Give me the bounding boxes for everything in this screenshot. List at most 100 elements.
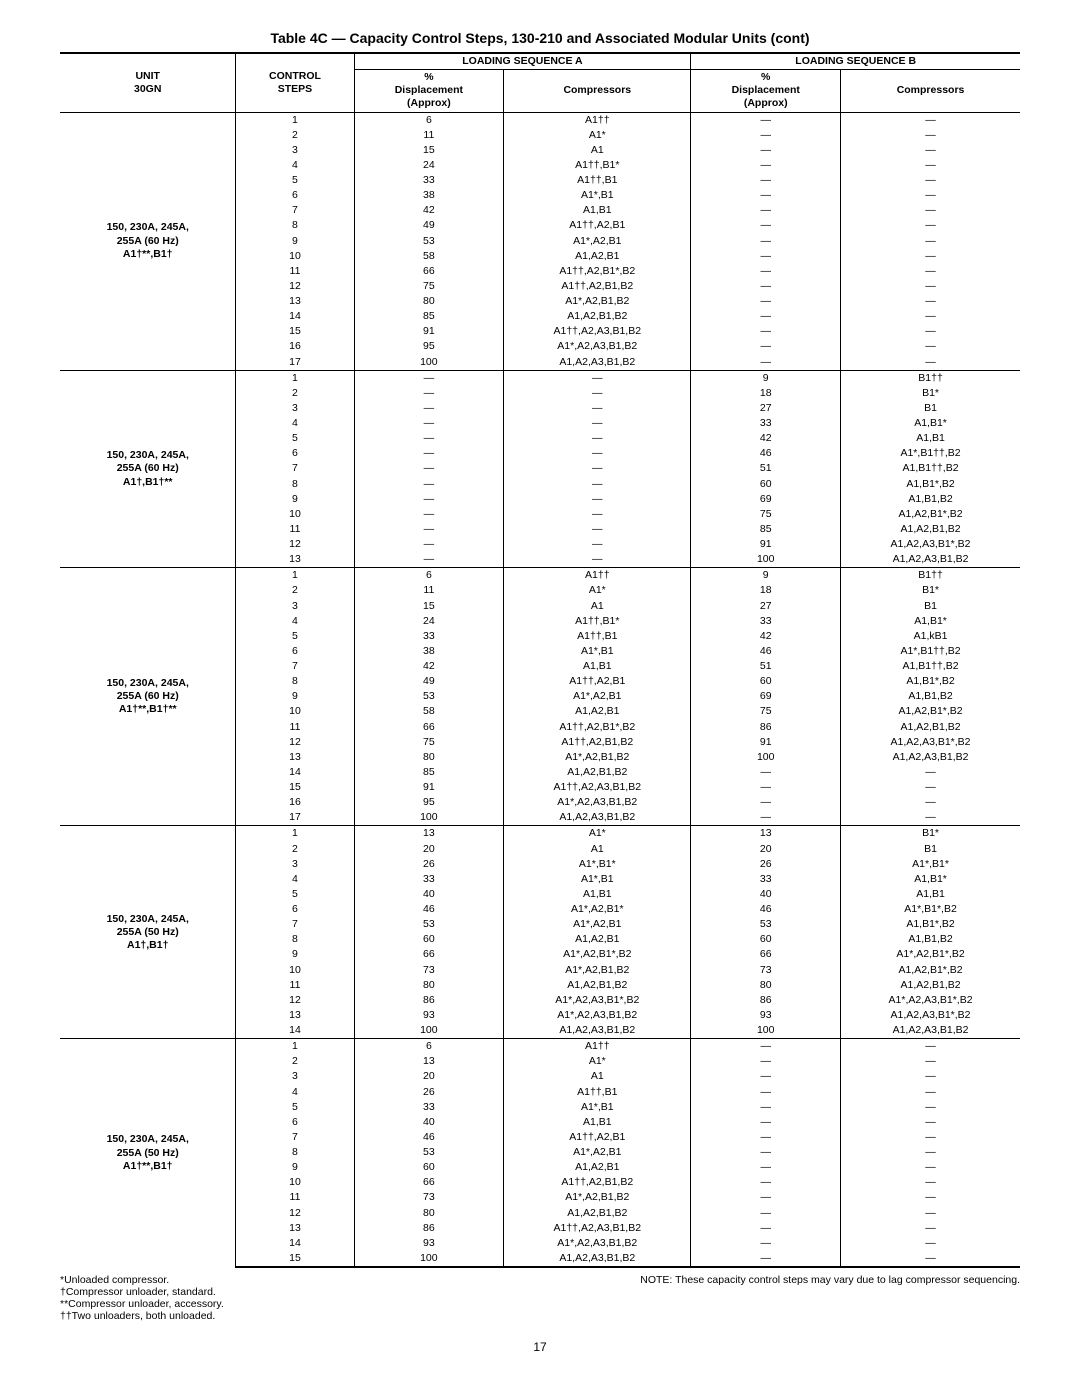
- compA: A1††,A2,B1*,B2: [504, 720, 691, 735]
- ctrl: 5: [236, 1100, 354, 1115]
- ctrl: 10: [236, 704, 354, 719]
- dispA: 95: [354, 795, 504, 810]
- ctrl: 14: [236, 309, 354, 324]
- compA: A1††: [504, 1039, 691, 1055]
- compB: —: [841, 112, 1020, 128]
- dispB: 27: [691, 599, 841, 614]
- dispA: —: [354, 401, 504, 416]
- compB: —: [841, 1160, 1020, 1175]
- compA: —: [504, 537, 691, 552]
- hdr-disp-a: %Displacement(Approx): [354, 70, 504, 112]
- compB: —: [841, 173, 1020, 188]
- dispA: 93: [354, 1008, 504, 1023]
- hdr-comp-a: Compressors: [504, 70, 691, 112]
- ctrl: 5: [236, 629, 354, 644]
- compA: A1*,A2,A3,B1*,B2: [504, 993, 691, 1008]
- ctrl: 1: [236, 1039, 354, 1055]
- compA: —: [504, 477, 691, 492]
- compA: —: [504, 522, 691, 537]
- compA: A1: [504, 143, 691, 158]
- compA: A1*,A2,B1,B2: [504, 294, 691, 309]
- compB: —: [841, 203, 1020, 218]
- dispA: 91: [354, 780, 504, 795]
- compA: A1††,B1*: [504, 158, 691, 173]
- compA: A1*,A2,B1,B2: [504, 963, 691, 978]
- compA: A1*,A2,A3,B1,B2: [504, 339, 691, 354]
- dispA: 100: [354, 355, 504, 371]
- ctrl: 10: [236, 249, 354, 264]
- compA: A1: [504, 842, 691, 857]
- ctrl: 12: [236, 993, 354, 1008]
- compB: A1,B1*: [841, 614, 1020, 629]
- dispA: 11: [354, 128, 504, 143]
- compB: A1,B1*: [841, 872, 1020, 887]
- dispA: 15: [354, 599, 504, 614]
- dispB: —: [691, 1190, 841, 1205]
- compA: A1*: [504, 826, 691, 842]
- compB: B1*: [841, 386, 1020, 401]
- ctrl: 4: [236, 872, 354, 887]
- compA: A1*,A2,A3,B1,B2: [504, 1236, 691, 1251]
- hdr-disp-b: %Displacement(Approx): [691, 70, 841, 112]
- unit-cell: 150, 230A, 245A,255A (60 Hz)A1†,B1†**: [60, 370, 236, 568]
- dispA: 24: [354, 614, 504, 629]
- dispB: 46: [691, 644, 841, 659]
- ctrl: 3: [236, 143, 354, 158]
- compA: A1,A2,B1: [504, 932, 691, 947]
- dispA: 75: [354, 735, 504, 750]
- dispB: 20: [691, 842, 841, 857]
- ctrl: 12: [236, 279, 354, 294]
- dispB: 33: [691, 872, 841, 887]
- compB: —: [841, 1069, 1020, 1084]
- ctrl: 4: [236, 1085, 354, 1100]
- compB: A1,A2,A3,B1,B2: [841, 750, 1020, 765]
- table-row: 150, 230A, 245A,255A (50 Hz)A1†**,B1†16A…: [60, 1039, 1020, 1055]
- dispB: —: [691, 234, 841, 249]
- compB: —: [841, 810, 1020, 826]
- ctrl: 7: [236, 1130, 354, 1145]
- compB: —: [841, 1100, 1020, 1115]
- dispA: 38: [354, 188, 504, 203]
- dispB: —: [691, 1160, 841, 1175]
- dispA: —: [354, 386, 504, 401]
- compB: B1††: [841, 370, 1020, 386]
- dispA: 33: [354, 173, 504, 188]
- dispB: 9: [691, 370, 841, 386]
- dispB: 46: [691, 902, 841, 917]
- dispB: —: [691, 1145, 841, 1160]
- ctrl: 10: [236, 507, 354, 522]
- compA: A1,A2,A3,B1,B2: [504, 810, 691, 826]
- compB: —: [841, 309, 1020, 324]
- dispA: 60: [354, 932, 504, 947]
- dispA: 49: [354, 218, 504, 233]
- dispB: 60: [691, 477, 841, 492]
- compB: A1,B1††,B2: [841, 659, 1020, 674]
- ctrl: 17: [236, 355, 354, 371]
- unit-cell: 150, 230A, 245A,255A (50 Hz)A1†**,B1†: [60, 1039, 236, 1267]
- table-row: 150, 230A, 245A,255A (50 Hz)A1†,B1†113A1…: [60, 826, 1020, 842]
- compA: A1*,B1: [504, 644, 691, 659]
- dispA: 49: [354, 674, 504, 689]
- ctrl: 15: [236, 780, 354, 795]
- compB: A1,A2,A3,B1*,B2: [841, 537, 1020, 552]
- ctrl: 6: [236, 902, 354, 917]
- compB: A1,kB1: [841, 629, 1020, 644]
- compB: —: [841, 143, 1020, 158]
- ctrl: 13: [236, 1008, 354, 1023]
- compA: A1††,B1: [504, 629, 691, 644]
- ctrl: 11: [236, 1190, 354, 1205]
- compB: —: [841, 279, 1020, 294]
- dispA: 75: [354, 279, 504, 294]
- compB: —: [841, 188, 1020, 203]
- dispB: 26: [691, 857, 841, 872]
- compA: A1,A2,A3,B1,B2: [504, 355, 691, 371]
- dispA: —: [354, 416, 504, 431]
- compA: A1*,A2,A3,B1,B2: [504, 795, 691, 810]
- dispB: 75: [691, 704, 841, 719]
- dispA: 20: [354, 842, 504, 857]
- ctrl: 10: [236, 963, 354, 978]
- compA: A1††: [504, 568, 691, 584]
- ctrl: 5: [236, 887, 354, 902]
- ctrl: 3: [236, 599, 354, 614]
- dispB: 69: [691, 689, 841, 704]
